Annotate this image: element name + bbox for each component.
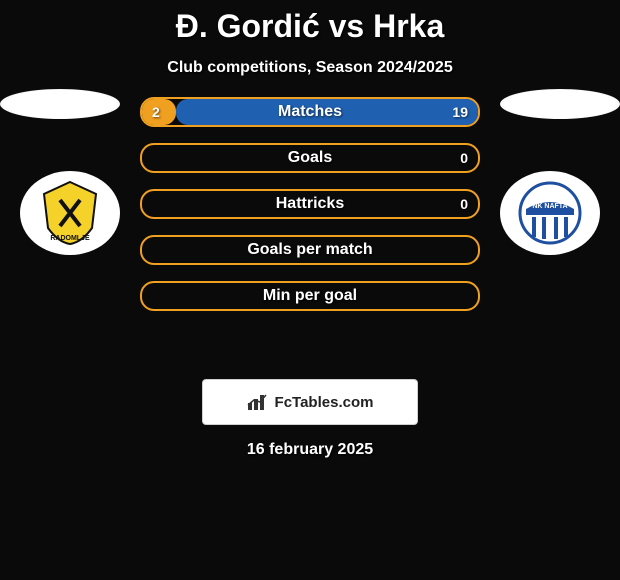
stat-bar-goals-per-match: Goals per match [140,235,480,265]
subtitle: Club competitions, Season 2024/2025 [0,59,620,77]
stat-bar-matches: 2 Matches 19 [140,97,480,127]
right-club-badge: NK NAFTA [500,171,600,255]
svg-text:RADOMLJE: RADOMLJE [50,235,90,242]
stat-bars: 2 Matches 19 Goals 0 Hattricks 0 Goals per matc… [140,97,480,327]
stat-label: Hattricks [276,195,344,213]
stat-bar-min-per-goal: Min per goal [140,281,480,311]
brand-chart-icon [247,393,269,411]
stat-value-right: 19 [452,104,468,120]
stat-bar-goals: Goals 0 [140,143,480,173]
stat-value-left: 2 [152,104,160,120]
brand-box: FcTables.com [202,379,418,425]
stat-bar-hattricks: Hattricks 0 [140,189,480,219]
stat-value-right: 0 [460,150,468,166]
comparison-stage: RADOMLJE NK NAFTA 2Matches19Goals0Hattri… [0,107,620,367]
stat-value-right: 0 [460,196,468,212]
brand-text: FcTables.com [275,394,374,411]
right-player-ellipse [500,89,620,119]
left-player-ellipse [0,89,120,119]
stat-label: Goals per match [247,241,372,259]
svg-text:NK NAFTA: NK NAFTA [532,203,567,210]
stat-label: Min per goal [263,287,357,305]
stat-label: Matches [278,103,342,121]
left-club-crest-icon: RADOMLJE [40,180,100,246]
left-club-badge: RADOMLJE [20,171,120,255]
date-text: 16 february 2025 [0,441,620,459]
right-club-crest-icon: NK NAFTA [518,181,582,245]
stat-label: Goals [288,149,332,167]
page-title: Đ. Gordić vs Hrka [0,0,620,45]
